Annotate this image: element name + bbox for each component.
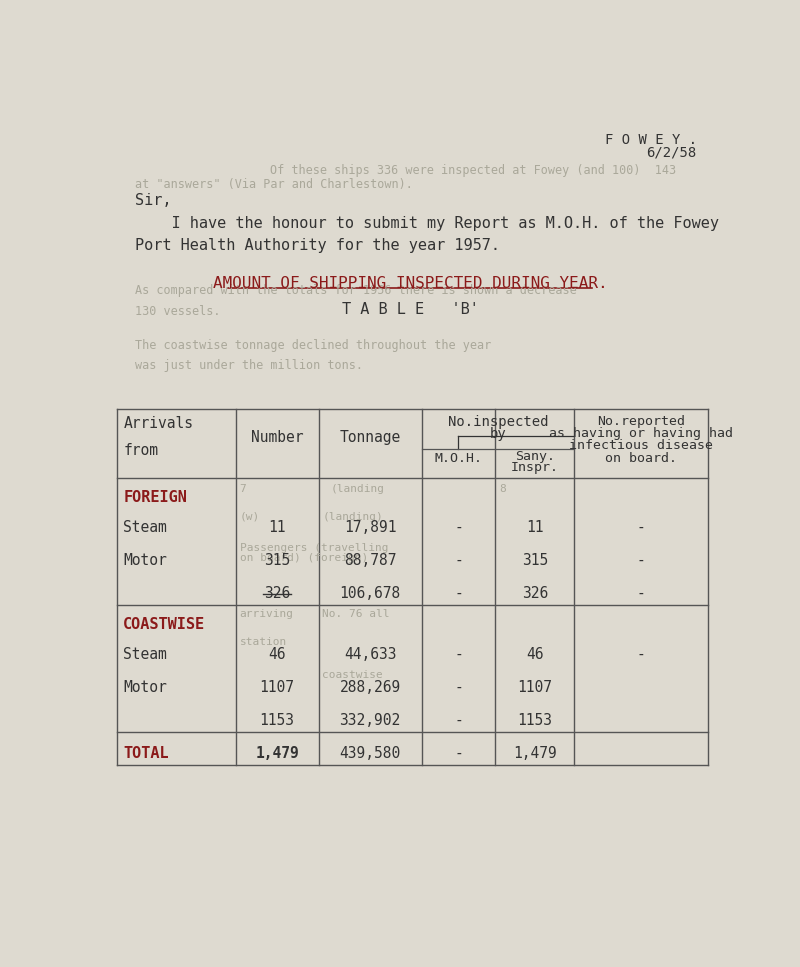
Text: -: -	[637, 553, 646, 568]
Text: 44,633: 44,633	[344, 647, 396, 661]
Text: I have the honour to submit my Report as M.O.H. of the Fowey: I have the honour to submit my Report as…	[135, 217, 719, 231]
Text: 1107: 1107	[259, 680, 294, 694]
Text: by: by	[490, 427, 506, 441]
Text: Inspr.: Inspr.	[510, 461, 558, 474]
Text: 6/2/58: 6/2/58	[646, 145, 697, 160]
Text: -: -	[454, 519, 463, 535]
Text: 315: 315	[264, 553, 290, 568]
Text: 439,580: 439,580	[339, 746, 401, 761]
Text: -: -	[454, 553, 463, 568]
Text: Number: Number	[251, 430, 303, 445]
Text: F O W E Y .: F O W E Y .	[605, 133, 697, 147]
Text: 1153: 1153	[518, 713, 552, 728]
Text: 7: 7	[239, 484, 246, 494]
Text: 88,787: 88,787	[344, 553, 396, 568]
Text: arriving: arriving	[239, 609, 294, 619]
Text: was just under the million tons.: was just under the million tons.	[135, 359, 363, 371]
Text: at "answers" (Via Par and Charlestown).: at "answers" (Via Par and Charlestown).	[135, 178, 413, 190]
Text: on board) (foreign): on board) (foreign)	[239, 552, 368, 563]
Text: on board.: on board.	[606, 452, 678, 465]
Text: TOTAL: TOTAL	[123, 746, 169, 761]
Text: 130 vessels.: 130 vessels.	[135, 305, 220, 318]
Text: 315: 315	[522, 553, 548, 568]
Text: 1153: 1153	[259, 713, 294, 728]
Text: Arrivals: Arrivals	[123, 417, 194, 431]
Text: 8: 8	[499, 484, 506, 494]
Text: Passengers (travelling: Passengers (travelling	[239, 542, 388, 552]
Text: 332,902: 332,902	[339, 713, 401, 728]
Text: 46: 46	[526, 647, 543, 661]
Text: The coastwise tonnage declined throughout the year: The coastwise tonnage declined throughou…	[135, 339, 491, 352]
Text: -: -	[454, 746, 463, 761]
Text: Motor: Motor	[123, 553, 167, 568]
Text: 1,479: 1,479	[513, 746, 557, 761]
Text: Sir,: Sir,	[135, 193, 171, 208]
Text: Sany.: Sany.	[514, 451, 554, 463]
Text: from: from	[123, 443, 158, 458]
Text: 1107: 1107	[518, 680, 552, 694]
Text: FOREIGN: FOREIGN	[123, 490, 187, 506]
Text: -: -	[454, 713, 463, 728]
Text: 288,269: 288,269	[339, 680, 401, 694]
Text: Steam: Steam	[123, 519, 167, 535]
Text: No. 76 all: No. 76 all	[322, 609, 390, 619]
Text: Port Health Authority for the year 1957.: Port Health Authority for the year 1957.	[135, 238, 500, 252]
Text: -: -	[637, 647, 646, 661]
Text: infectious disease: infectious disease	[570, 439, 714, 453]
Text: Steam: Steam	[123, 647, 167, 661]
Text: 17,891: 17,891	[344, 519, 396, 535]
Text: M.O.H.: M.O.H.	[434, 452, 482, 465]
Text: 11: 11	[526, 519, 543, 535]
Text: 1,479: 1,479	[255, 746, 299, 761]
Text: No.reported: No.reported	[598, 415, 686, 427]
Text: (landing): (landing)	[322, 512, 383, 522]
Text: 46: 46	[268, 647, 286, 661]
Text: -: -	[454, 647, 463, 661]
Text: coastwise: coastwise	[322, 670, 383, 680]
Text: As compared with the totals for 1956 there is shown a decrease: As compared with the totals for 1956 the…	[135, 284, 577, 297]
Text: (landing: (landing	[330, 484, 384, 494]
Text: 326: 326	[264, 586, 290, 601]
Text: COASTWISE: COASTWISE	[123, 618, 206, 632]
Text: -: -	[637, 586, 646, 601]
Text: 106,678: 106,678	[339, 586, 401, 601]
Text: Motor: Motor	[123, 680, 167, 694]
Text: -: -	[454, 586, 463, 601]
Text: station: station	[239, 636, 286, 647]
Text: Tonnage: Tonnage	[339, 430, 401, 445]
Text: as having or having had: as having or having had	[550, 427, 734, 440]
Text: 326: 326	[522, 586, 548, 601]
Text: Of these ships 336 were inspected at Fowey (and 100)  143: Of these ships 336 were inspected at Fow…	[270, 163, 677, 177]
Text: (w): (w)	[239, 512, 260, 522]
Text: No.inspected: No.inspected	[448, 415, 548, 428]
Text: -: -	[454, 680, 463, 694]
Text: T A B L E   'B': T A B L E 'B'	[342, 303, 478, 317]
Text: -: -	[637, 519, 646, 535]
Text: 11: 11	[268, 519, 286, 535]
Text: AMOUNT OF SHIPPING INSPECTED DURING YEAR.: AMOUNT OF SHIPPING INSPECTED DURING YEAR…	[213, 277, 607, 291]
